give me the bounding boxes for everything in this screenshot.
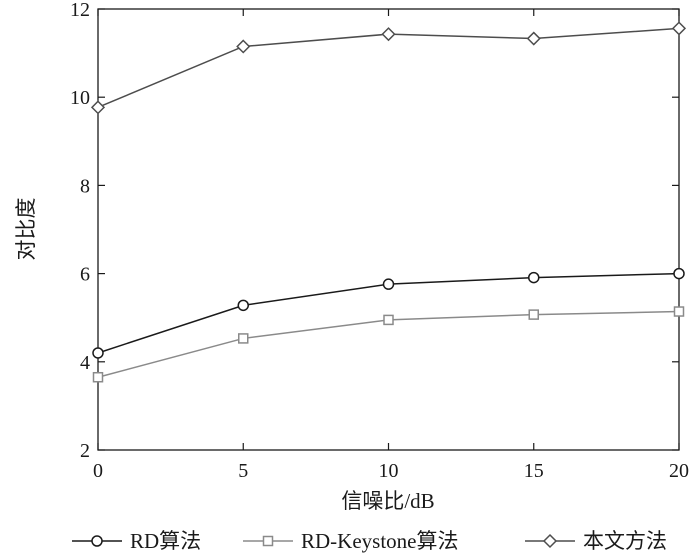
data-point	[381, 27, 396, 42]
legend-marker	[91, 535, 103, 547]
legend-label: RD-Keystone算法	[301, 529, 458, 553]
x-tick-label: 5	[238, 460, 248, 482]
data-point	[238, 333, 249, 344]
data-point	[526, 31, 541, 46]
data-point	[528, 309, 539, 320]
data-point	[673, 267, 685, 280]
data-point	[673, 306, 685, 317]
series-2	[92, 306, 685, 383]
legend-label: 本文方法	[583, 529, 667, 553]
data-point	[528, 271, 540, 284]
y-tick-label: 8	[80, 175, 90, 197]
legend: RD算法 RD-Keystone算法 本文方法	[72, 529, 667, 553]
legend-item: 本文方法	[525, 529, 667, 553]
y-tick-label: 2	[80, 440, 90, 462]
plot-frame	[97, 8, 680, 451]
y-tick-label: 6	[80, 264, 90, 286]
legend-marker	[542, 533, 558, 549]
axis-ticks: 0 5 10 15 20 2 4 6 8 10 12	[70, 0, 689, 482]
series-3	[90, 21, 687, 115]
x-tick-label: 0	[93, 460, 103, 482]
series-1	[92, 267, 685, 359]
y-tick-label: 4	[80, 352, 90, 374]
series-layer	[90, 21, 687, 383]
data-point	[237, 299, 249, 312]
x-tick-label: 20	[669, 460, 689, 482]
data-point	[671, 21, 687, 36]
data-point	[236, 39, 251, 54]
legend-item: RD算法	[72, 529, 201, 553]
data-point	[382, 278, 395, 290]
legend-label: RD算法	[130, 529, 201, 553]
data-point	[92, 347, 104, 359]
data-point	[90, 100, 106, 115]
legend-marker	[262, 535, 274, 547]
x-tick-label: 10	[379, 460, 399, 482]
y-axis-title: 对比度	[14, 198, 38, 261]
x-axis-title: 信噪比/dB	[341, 489, 434, 513]
x-tick-label: 15	[524, 460, 544, 482]
data-point	[92, 371, 104, 383]
data-point	[383, 314, 394, 326]
y-tick-label: 12	[70, 0, 90, 21]
legend-item: RD-Keystone算法	[243, 529, 458, 553]
y-tick-label: 10	[70, 87, 90, 109]
